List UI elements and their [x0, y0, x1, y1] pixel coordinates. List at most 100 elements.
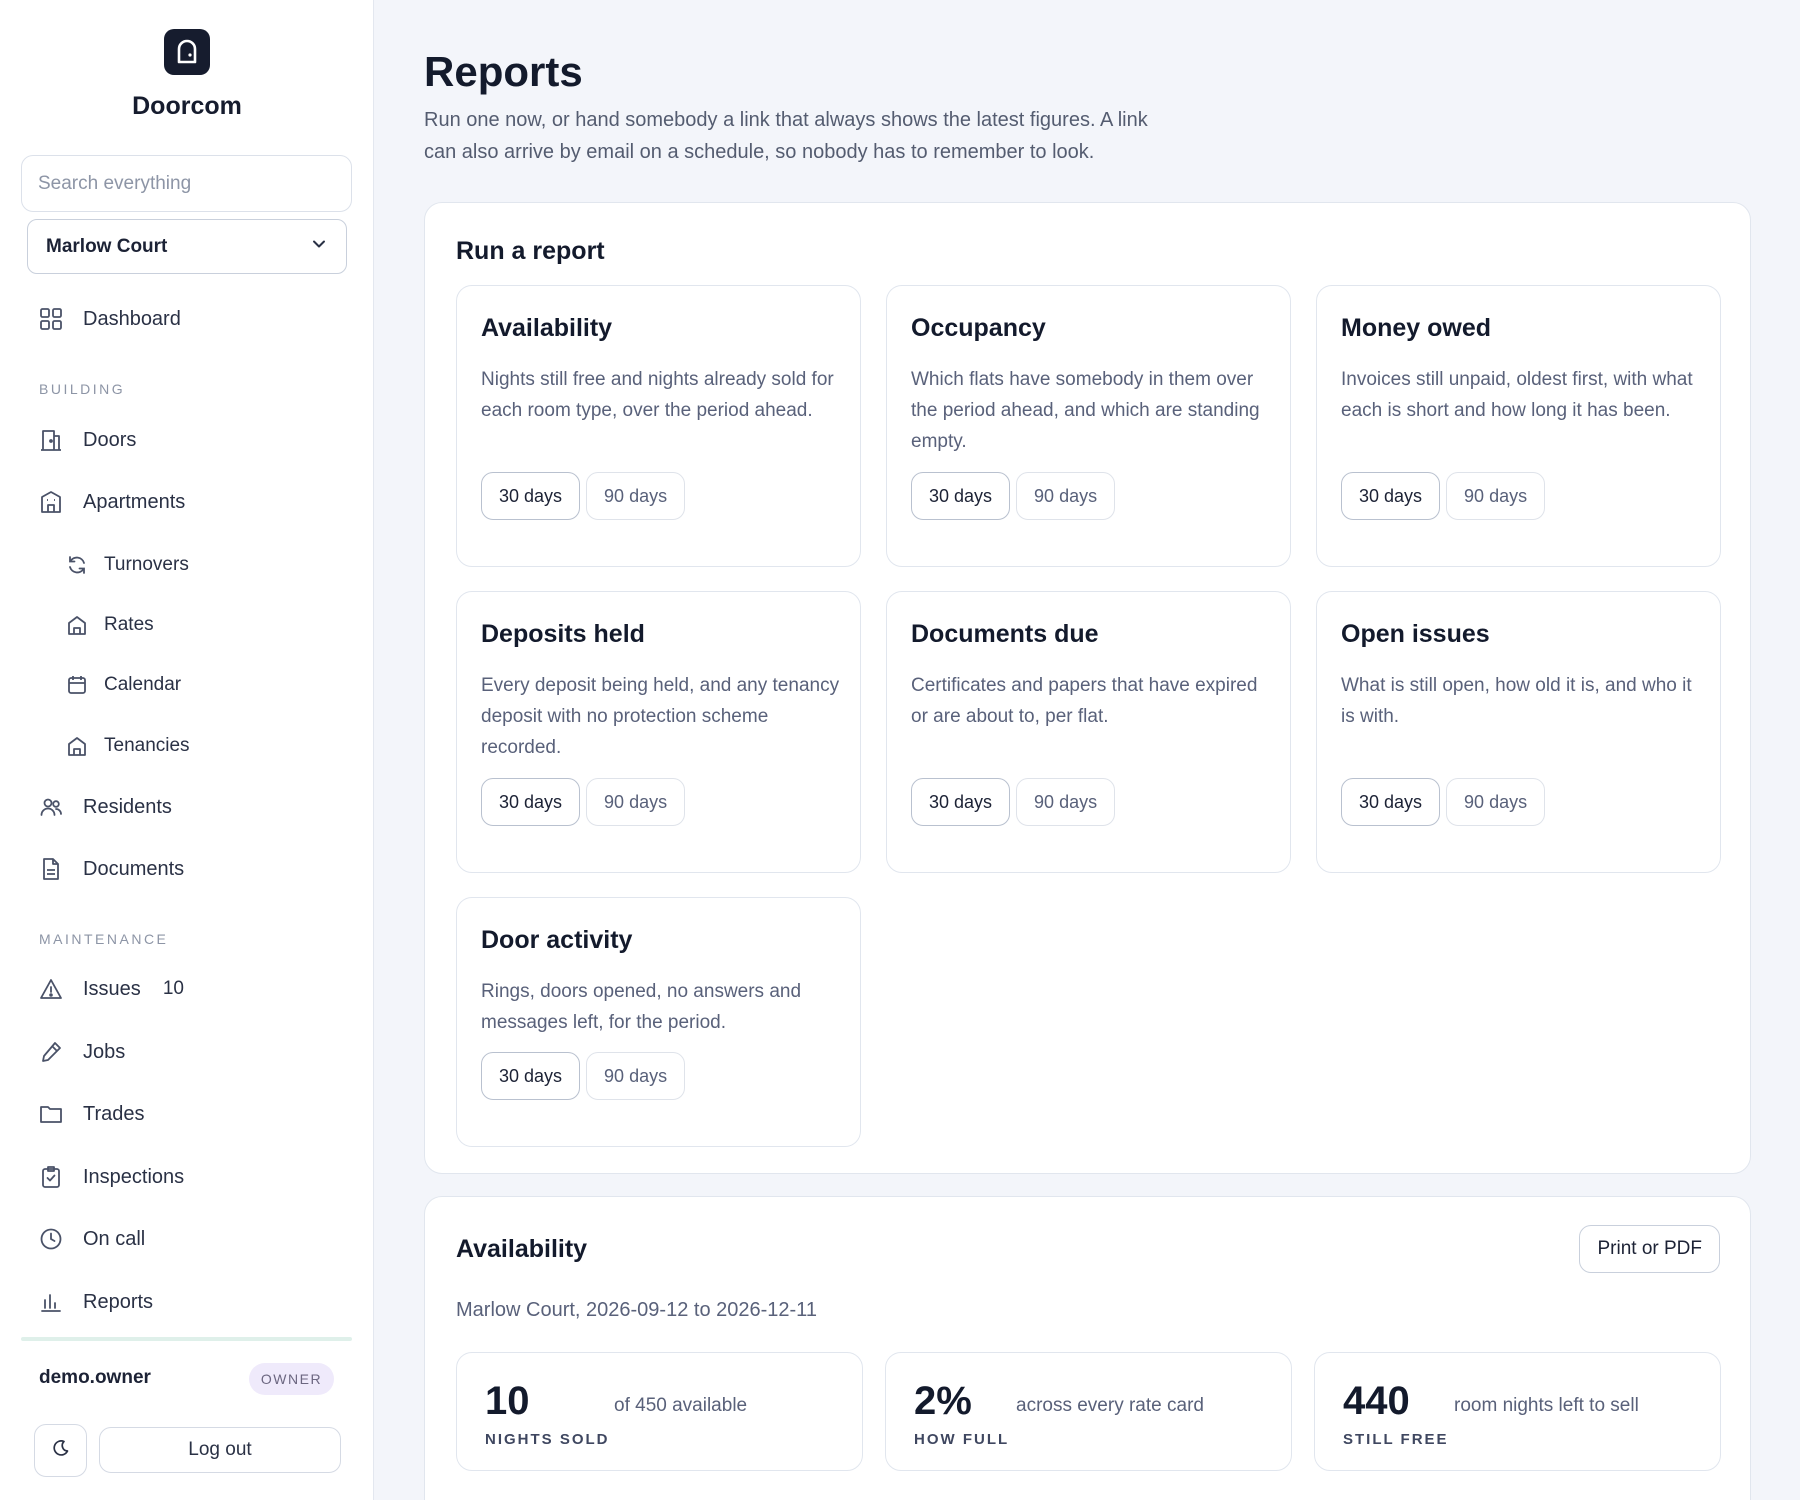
- run-30-days-button[interactable]: 30 days: [481, 1052, 581, 1100]
- grid-icon: [39, 307, 63, 331]
- report-card-description: Nights still free and nights already sol…: [481, 369, 834, 421]
- theme-toggle-button[interactable]: [34, 1424, 87, 1477]
- report-period-buttons: 30 days 90 days: [911, 778, 1116, 826]
- sidebar-item-on-call[interactable]: On call: [39, 1227, 145, 1251]
- report-card-description: What is still open, how old it is, and w…: [1341, 675, 1692, 727]
- sidebar-item-inspections[interactable]: Inspections: [39, 1165, 184, 1189]
- door-icon: [164, 29, 210, 75]
- run-90-days-button[interactable]: 90 days: [1016, 778, 1116, 826]
- calendar-icon: [66, 674, 88, 696]
- sidebar-item-label: Calendar: [104, 674, 182, 695]
- sidebar-item-label: Tenancies: [104, 735, 190, 756]
- user-name: demo.owner: [39, 1367, 151, 1388]
- door-icon: [39, 428, 63, 452]
- report-card-occupancy: Occupancy Which flats have somebody in t…: [886, 285, 1291, 567]
- report-card-description: Rings, doors opened, no answers and mess…: [481, 981, 802, 1033]
- sidebar-item-label: On call: [83, 1227, 146, 1250]
- building-select[interactable]: Marlow Court: [27, 219, 347, 274]
- report-card-documents-due: Documents due Certificates and papers th…: [886, 591, 1291, 873]
- run-90-days-button[interactable]: 90 days: [1016, 472, 1116, 520]
- sidebar-item-documents[interactable]: Documents: [39, 857, 184, 881]
- run-30-days-button[interactable]: 30 days: [1341, 472, 1441, 520]
- alert-icon: [39, 977, 63, 1001]
- run-30-days-button[interactable]: 30 days: [481, 472, 581, 520]
- folder-icon: [39, 1102, 63, 1126]
- section-label-building: BUILDING: [39, 381, 126, 397]
- sidebar-item-doors[interactable]: Doors: [39, 428, 136, 452]
- refresh-icon: [66, 554, 88, 576]
- run-90-days-button[interactable]: 90 days: [1446, 472, 1546, 520]
- sidebar-item-rates[interactable]: Rates: [66, 614, 154, 636]
- report-result-panel: Availability Print or PDF Marlow Court, …: [424, 1196, 1751, 1500]
- run-report-title: Run a report: [456, 237, 605, 265]
- sidebar-item-label: Dashboard: [83, 307, 181, 330]
- search-input[interactable]: [21, 155, 352, 212]
- stat-label: HOW FULL: [914, 1431, 1010, 1448]
- run-30-days-button[interactable]: 30 days: [1341, 778, 1441, 826]
- sidebar-item-label: Doors: [83, 428, 137, 451]
- app-name: Doorcom: [132, 92, 242, 120]
- sidebar: Doorcom Marlow Court Dashboard BUILDING …: [0, 0, 374, 1500]
- issues-count-badge: 10: [162, 978, 184, 999]
- report-card-availability: Availability Nights still free and night…: [456, 285, 861, 567]
- report-card-title: Documents due: [911, 620, 1099, 648]
- role-badge: OWNER: [249, 1363, 334, 1395]
- stat-label: NIGHTS SOLD: [485, 1431, 610, 1448]
- sidebar-item-label: Residents: [83, 795, 172, 818]
- run-30-days-button[interactable]: 30 days: [481, 778, 581, 826]
- report-card-title: Open issues: [1341, 620, 1490, 648]
- logout-button[interactable]: Log out: [99, 1427, 341, 1473]
- stat-card-how-full: 2% HOW FULL across every rate card: [885, 1352, 1292, 1471]
- run-90-days-button[interactable]: 90 days: [586, 778, 686, 826]
- run-90-days-button[interactable]: 90 days: [586, 1052, 686, 1100]
- sidebar-item-tenancies[interactable]: Tenancies: [66, 735, 190, 757]
- report-card-door-activity: Door activity Rings, doors opened, no an…: [456, 897, 861, 1147]
- clock-icon: [39, 1227, 63, 1251]
- report-period-buttons: 30 days 90 days: [481, 1052, 686, 1100]
- report-period-buttons: 30 days 90 days: [1341, 472, 1546, 520]
- report-period-buttons: 30 days 90 days: [481, 472, 686, 520]
- sidebar-item-label: Documents: [83, 857, 185, 880]
- run-90-days-button[interactable]: 90 days: [586, 472, 686, 520]
- report-card-title: Availability: [481, 314, 613, 342]
- moon-icon: [51, 1438, 71, 1463]
- document-icon: [39, 857, 63, 881]
- report-card-title: Occupancy: [911, 314, 1046, 342]
- section-label-maintenance: MAINTENANCE: [39, 931, 169, 947]
- sidebar-item-label: Turnovers: [104, 554, 189, 575]
- run-90-days-button[interactable]: 90 days: [1446, 778, 1546, 826]
- sidebar-item-calendar[interactable]: Calendar: [66, 674, 181, 696]
- sidebar-item-jobs[interactable]: Jobs: [39, 1040, 125, 1064]
- clipboard-check-icon: [39, 1165, 63, 1189]
- run-report-panel: Run a report Availability Nights still f…: [424, 202, 1751, 1174]
- pen-icon: [39, 1040, 63, 1064]
- sidebar-item-label: Inspections: [83, 1165, 185, 1188]
- print-pdf-button[interactable]: Print or PDF: [1579, 1225, 1720, 1273]
- report-card-title: Door activity: [481, 926, 633, 954]
- report-scope-text: Marlow Court, 2026-09-12 to 2026-12-11: [456, 1299, 817, 1321]
- report-card-description: Which flats have somebody in them over t…: [911, 369, 1260, 452]
- sidebar-item-apartments[interactable]: Apartments: [39, 490, 185, 514]
- sidebar-item-turnovers[interactable]: Turnovers: [66, 554, 189, 576]
- stat-value: 2%: [914, 1379, 972, 1423]
- sidebar-item-reports[interactable]: Reports: [39, 1290, 153, 1314]
- report-period-buttons: 30 days 90 days: [481, 778, 686, 826]
- users-icon: [39, 795, 63, 819]
- sidebar-item-residents[interactable]: Residents: [39, 795, 172, 819]
- chevron-down-icon: [310, 235, 328, 258]
- sidebar-divider: [21, 1337, 352, 1341]
- run-30-days-button[interactable]: 30 days: [911, 472, 1011, 520]
- run-30-days-button[interactable]: 30 days: [911, 778, 1011, 826]
- sidebar-item-issues[interactable]: Issues 10: [39, 977, 184, 1001]
- report-card-title: Money owed: [1341, 314, 1492, 342]
- stat-note: room nights left to sell: [1454, 1395, 1639, 1416]
- home-icon: [66, 614, 88, 636]
- report-card-deposits-held: Deposits held Every deposit being held, …: [456, 591, 861, 873]
- report-card-description: Certificates and papers that have expire…: [911, 675, 1258, 727]
- home-icon: [66, 735, 88, 757]
- sidebar-item-dashboard[interactable]: Dashboard: [39, 307, 181, 331]
- sidebar-item-trades[interactable]: Trades: [39, 1102, 145, 1126]
- report-card-description: Invoices still unpaid, oldest first, wit…: [1341, 369, 1693, 421]
- report-card-money-owed: Money owed Invoices still unpaid, oldest…: [1316, 285, 1721, 567]
- report-card-open-issues: Open issues What is still open, how old …: [1316, 591, 1721, 873]
